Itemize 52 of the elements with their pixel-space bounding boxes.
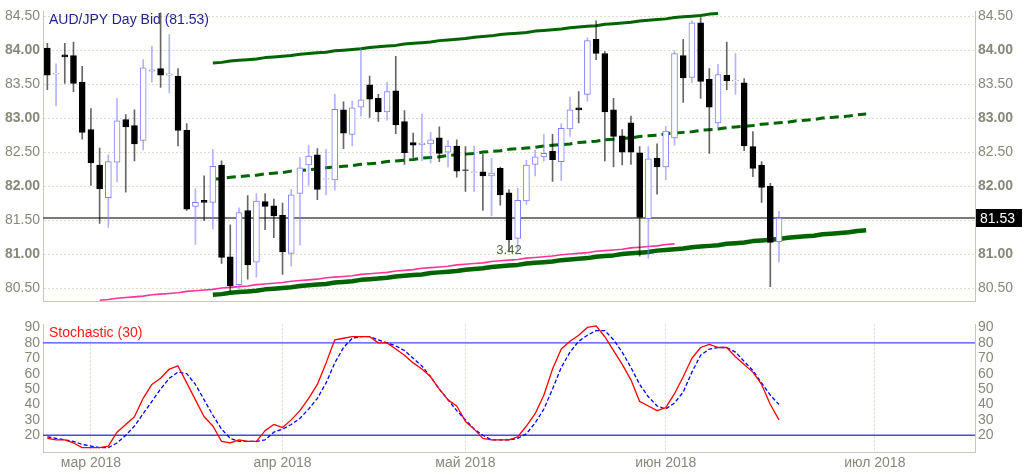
y-tick-label: 82.50 (4, 142, 41, 159)
y2-tick-label: 84.00 (978, 41, 1014, 57)
y-tick-label: 84.00 (4, 41, 41, 57)
candlestick (409, 132, 417, 158)
y-tick-label: 82.00 (4, 176, 41, 193)
y-tick-label: 81.50 (4, 210, 41, 227)
candlestick (122, 114, 130, 193)
y2-tick-label: 80.50 (978, 278, 1014, 295)
y2-tick-label: 83.00 (978, 108, 1014, 125)
x-tick-label: мар 2018 (60, 454, 122, 471)
y2-tick-label: 82.50 (978, 142, 1014, 159)
x-tick-label: май 2018 (435, 454, 496, 471)
y2-tick-label: 50 (978, 379, 994, 396)
y2-tick-label: 30 (978, 410, 994, 427)
y-tick-label: 60 (24, 364, 41, 381)
y-tick-label: 20 (24, 426, 41, 443)
candlestick (165, 34, 173, 94)
x-tick-label: июн 2018 (635, 454, 697, 471)
y-tick-label: 90 (24, 318, 41, 335)
candlestick (52, 63, 60, 107)
y-tick-label: 50 (24, 379, 41, 396)
y-tick-label: 40 (24, 395, 41, 412)
y-tick-label: 70 (24, 349, 41, 366)
x-tick-label: апр 2018 (253, 454, 312, 471)
y2-tick-label: 84.50 (978, 7, 1014, 24)
y2-tick-label: 60 (978, 364, 994, 381)
candlestick (200, 175, 208, 222)
y2-tick-label: 40 (978, 395, 994, 412)
y2-tick-label: 70 (978, 349, 994, 366)
y2-tick-label: 90 (978, 318, 994, 335)
candlestick (723, 41, 731, 90)
ref-line-label: 81.53 (980, 209, 1016, 226)
chart-title: Stochastic (30) (49, 324, 143, 341)
annotation: 3.42 (496, 241, 522, 257)
y-tick-label: 80.50 (4, 278, 41, 295)
x-tick-label: июл 2018 (844, 454, 906, 471)
y2-tick-label: 20 (978, 426, 994, 443)
y2-tick-label: 81.00 (978, 244, 1014, 261)
y2-tick-label: 82.00 (978, 176, 1014, 193)
y2-tick-label: 83.50 (978, 74, 1014, 91)
chart-title: AUD/JPY Day Bid (81.53) (49, 11, 210, 28)
y-tick-label: 80 (24, 333, 41, 350)
candlestick (261, 193, 269, 230)
candlestick (148, 45, 156, 83)
candlestick (357, 48, 365, 117)
y-tick-label: 81.00 (4, 244, 41, 261)
y-tick-label: 30 (24, 410, 41, 427)
y-tick-label: 84.50 (4, 7, 41, 24)
candlestick (479, 153, 487, 211)
y2-tick-label: 80 (978, 333, 994, 350)
y-tick-label: 83.00 (4, 108, 41, 125)
y-tick-label: 83.50 (4, 74, 41, 91)
